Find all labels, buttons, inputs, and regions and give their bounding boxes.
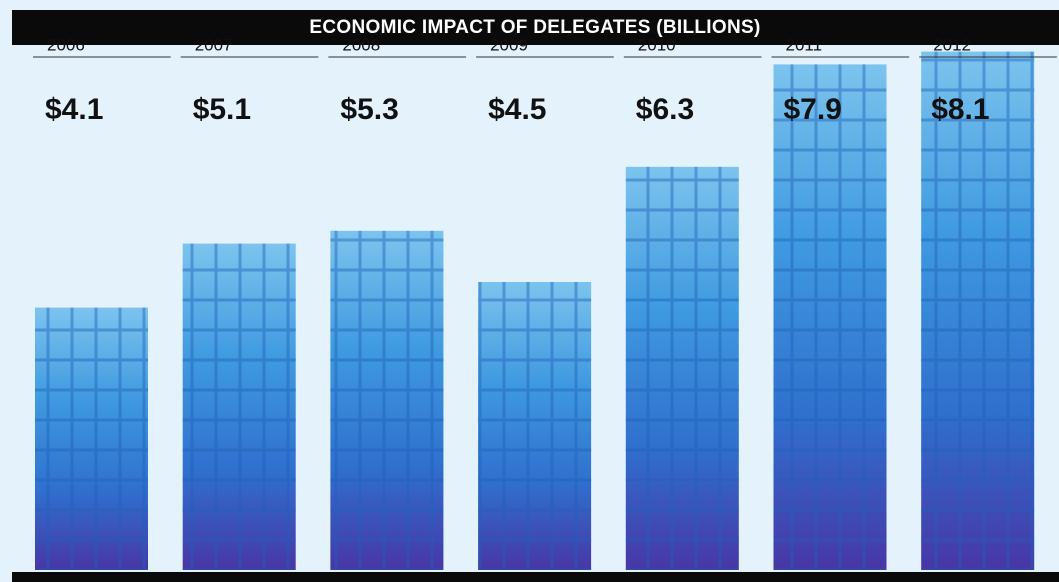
plot-area: 2006 $4.1 2007 $5.1 2008 $5.3 2009 $4.5 2010 $6.3… <box>33 35 1057 571</box>
value-label: $6.3 <box>636 93 694 126</box>
value-label: $5.3 <box>340 93 398 126</box>
value-label: $4.1 <box>45 93 103 126</box>
bar-texture <box>330 230 444 571</box>
x-tick-label: 2012 <box>933 35 971 54</box>
bar-texture <box>35 307 148 570</box>
x-tick-label: 2011 <box>786 35 823 54</box>
value-label: $7.9 <box>784 93 842 126</box>
bottom-rule <box>12 572 1059 582</box>
value-label: $4.5 <box>488 93 546 126</box>
chart-title: ECONOMIC IMPACT OF DELEGATES (BILLIONS) <box>309 17 760 38</box>
value-label: $5.1 <box>193 93 251 126</box>
x-tick-label: 2010 <box>638 35 676 54</box>
value-label: $8.1 <box>931 93 989 126</box>
bar-texture <box>182 243 296 570</box>
x-tick-label: 2006 <box>47 35 85 54</box>
bar-texture <box>478 282 592 570</box>
x-tick-label: 2007 <box>195 35 233 54</box>
bar-texture <box>773 64 887 571</box>
x-tick-label: 2009 <box>490 35 528 54</box>
bar-texture <box>625 166 739 571</box>
title-band <box>12 10 1059 45</box>
bar-texture <box>921 51 1035 571</box>
x-tick-label: 2008 <box>342 35 380 54</box>
